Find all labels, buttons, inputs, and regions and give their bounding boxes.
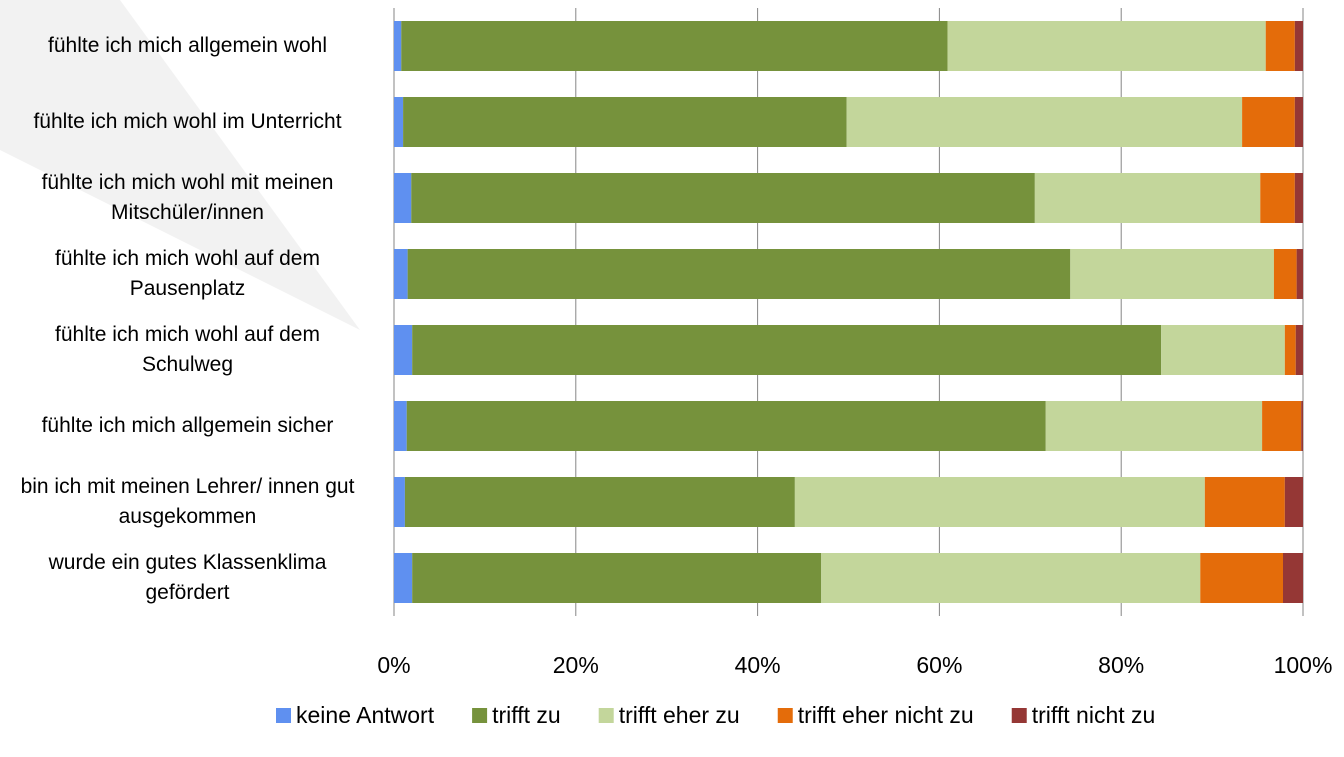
bar-segment bbox=[794, 477, 1205, 527]
bar-segment bbox=[394, 325, 413, 375]
y-tick-label: fühlte ich mich wohl auf dem Pausenplatz bbox=[55, 247, 320, 300]
legend-label: trifft eher nicht zu bbox=[798, 702, 974, 728]
legend-label: trifft eher zu bbox=[619, 702, 740, 728]
bar-segment bbox=[1301, 401, 1303, 451]
bar-segment bbox=[1070, 249, 1274, 299]
bar-segment bbox=[1283, 553, 1303, 603]
bar-segment bbox=[1161, 325, 1285, 375]
bar-segment bbox=[1260, 173, 1295, 223]
bar-segment bbox=[1262, 401, 1302, 451]
y-tick-label: wurde ein gutes Klassenklima gefördert bbox=[48, 551, 327, 604]
bar-segment bbox=[412, 325, 1162, 375]
bar-segment bbox=[1242, 97, 1295, 147]
y-tick-label: fühlte ich mich allgemein wohl bbox=[48, 34, 327, 57]
bar-segment bbox=[1295, 325, 1303, 375]
x-tick-label: 0% bbox=[377, 652, 410, 678]
bar-segment bbox=[1296, 249, 1303, 299]
x-tick-label: 20% bbox=[553, 652, 599, 678]
y-tick-label: fühlte ich mich allgemein sicher bbox=[41, 414, 334, 437]
legend-swatch bbox=[1011, 708, 1027, 723]
legend-swatch bbox=[598, 708, 614, 723]
legend-swatch bbox=[472, 708, 488, 723]
bar-segment bbox=[1265, 21, 1295, 71]
bar-segment bbox=[406, 401, 1046, 451]
x-tick-label: 40% bbox=[735, 652, 781, 678]
bar-segment bbox=[401, 21, 948, 71]
bar-segment bbox=[412, 553, 822, 603]
legend-label: trifft nicht zu bbox=[1032, 702, 1156, 728]
bar-segment bbox=[1294, 21, 1303, 71]
bar-segment bbox=[394, 21, 402, 71]
bar-segment bbox=[394, 401, 407, 451]
bar-segment bbox=[394, 477, 405, 527]
bar-segment bbox=[1200, 553, 1284, 603]
bar-segment bbox=[846, 97, 1243, 147]
legend-swatch bbox=[276, 708, 291, 723]
bar-segment bbox=[407, 249, 1071, 299]
legend-label: trifft zu bbox=[492, 702, 561, 728]
bar-segment bbox=[403, 97, 847, 147]
bar-segment bbox=[394, 249, 408, 299]
bar-segment bbox=[1273, 249, 1297, 299]
y-tick-label: fühlte ich mich wohl auf dem Schulweg bbox=[55, 323, 320, 376]
y-tick-label: fühlte ich mich wohl im Unterricht bbox=[33, 110, 342, 133]
bar-segment bbox=[394, 97, 404, 147]
legend-label: keine Antwort bbox=[296, 702, 435, 728]
bar-segment bbox=[394, 173, 412, 223]
bar-segment bbox=[1294, 173, 1303, 223]
bar-segment bbox=[394, 553, 413, 603]
bar-segment bbox=[1284, 325, 1296, 375]
legend-swatch bbox=[777, 708, 793, 723]
x-tick-label: 80% bbox=[1098, 652, 1144, 678]
x-tick-label: 100% bbox=[1274, 652, 1333, 678]
bar-segment bbox=[1284, 477, 1303, 527]
background-shape bbox=[0, 0, 360, 330]
y-tick-label: bin ich mit meinen Lehrer/ innen gut aus… bbox=[20, 475, 355, 528]
bar-segment bbox=[404, 477, 795, 527]
bar-segment bbox=[947, 21, 1266, 71]
bar-segment bbox=[1034, 173, 1261, 223]
bar-segment bbox=[1294, 97, 1303, 147]
bar-segment bbox=[821, 553, 1201, 603]
y-tick-label: fühlte ich mich wohl mit meinen Mitschül… bbox=[41, 171, 334, 224]
x-tick-label: 60% bbox=[916, 652, 962, 678]
bar-segment bbox=[1204, 477, 1285, 527]
bar-segment bbox=[1045, 401, 1263, 451]
bar-segment bbox=[411, 173, 1035, 223]
